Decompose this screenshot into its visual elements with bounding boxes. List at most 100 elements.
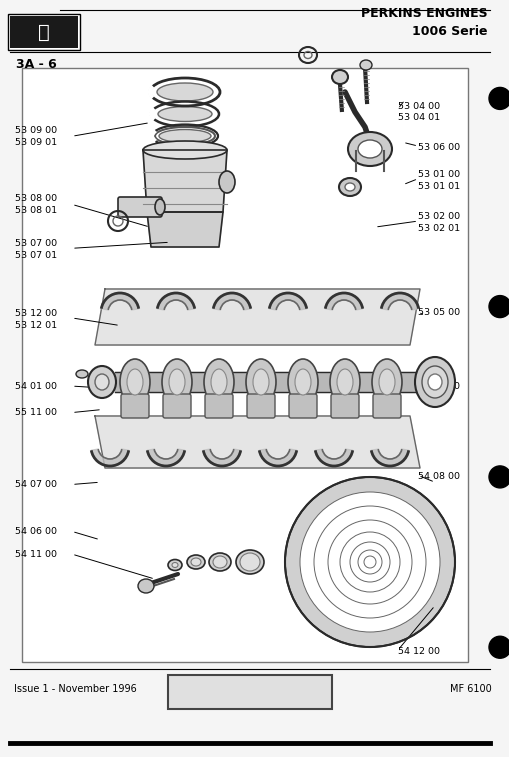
Ellipse shape xyxy=(159,129,211,142)
Polygon shape xyxy=(157,293,194,310)
Ellipse shape xyxy=(361,554,377,570)
Text: 53 06 00: 53 06 00 xyxy=(417,143,460,152)
Polygon shape xyxy=(315,449,352,466)
Text: 53 02 00
53 02 01: 53 02 00 53 02 01 xyxy=(417,212,460,233)
Circle shape xyxy=(488,295,509,318)
Ellipse shape xyxy=(336,369,352,395)
Ellipse shape xyxy=(349,542,389,582)
FancyBboxPatch shape xyxy=(330,394,358,418)
Text: 3A - 6: 3A - 6 xyxy=(16,58,56,71)
FancyBboxPatch shape xyxy=(372,394,400,418)
Ellipse shape xyxy=(363,556,375,568)
Text: 54 12 00: 54 12 00 xyxy=(397,646,439,656)
Ellipse shape xyxy=(240,553,260,571)
Ellipse shape xyxy=(285,477,454,647)
Text: PERKINS ENGINES: PERKINS ENGINES xyxy=(361,7,487,20)
Ellipse shape xyxy=(338,178,360,196)
Ellipse shape xyxy=(158,107,212,122)
Ellipse shape xyxy=(191,558,201,566)
FancyBboxPatch shape xyxy=(163,394,191,418)
Ellipse shape xyxy=(138,579,154,593)
Text: 53 08 00
53 08 01: 53 08 00 53 08 01 xyxy=(15,194,58,215)
Text: 54 06 00: 54 06 00 xyxy=(15,527,57,536)
FancyBboxPatch shape xyxy=(289,394,317,418)
Text: 1006 Serie: 1006 Serie xyxy=(412,25,487,38)
Polygon shape xyxy=(91,449,128,466)
Ellipse shape xyxy=(299,492,439,632)
Ellipse shape xyxy=(353,546,385,578)
Ellipse shape xyxy=(157,83,213,101)
Polygon shape xyxy=(259,449,296,466)
Ellipse shape xyxy=(76,370,88,378)
Text: 54 09 00: 54 09 00 xyxy=(417,382,459,391)
Polygon shape xyxy=(115,372,419,392)
Ellipse shape xyxy=(187,555,205,569)
FancyBboxPatch shape xyxy=(167,675,331,709)
Text: CONTENTS: CONTENTS xyxy=(210,686,290,699)
Ellipse shape xyxy=(252,369,268,395)
Text: MF 6100: MF 6100 xyxy=(449,684,491,694)
Ellipse shape xyxy=(95,374,109,390)
Circle shape xyxy=(488,636,509,659)
Ellipse shape xyxy=(414,357,454,407)
Ellipse shape xyxy=(301,494,437,630)
Ellipse shape xyxy=(88,366,116,398)
Ellipse shape xyxy=(172,562,178,568)
Text: 53 07 00
53 07 01: 53 07 00 53 07 01 xyxy=(15,239,58,260)
Text: 54 08 00: 54 08 00 xyxy=(417,472,459,481)
Ellipse shape xyxy=(245,359,275,405)
Ellipse shape xyxy=(167,559,182,571)
Polygon shape xyxy=(381,293,418,310)
Polygon shape xyxy=(203,449,240,466)
Polygon shape xyxy=(95,416,419,468)
Ellipse shape xyxy=(340,532,399,592)
Ellipse shape xyxy=(127,369,143,395)
Ellipse shape xyxy=(357,140,381,158)
Ellipse shape xyxy=(347,132,391,166)
Ellipse shape xyxy=(357,550,381,574)
Ellipse shape xyxy=(314,506,425,618)
Text: 🔧: 🔧 xyxy=(38,23,50,42)
Ellipse shape xyxy=(162,359,191,405)
Ellipse shape xyxy=(211,369,227,395)
Text: 53 05 00: 53 05 00 xyxy=(417,308,460,317)
Ellipse shape xyxy=(331,524,407,600)
Text: 53 12 00
53 12 01: 53 12 00 53 12 01 xyxy=(15,309,58,330)
FancyBboxPatch shape xyxy=(246,394,274,418)
Ellipse shape xyxy=(294,369,310,395)
FancyBboxPatch shape xyxy=(205,394,233,418)
Text: 53 01 00
53 01 01: 53 01 00 53 01 01 xyxy=(417,170,460,191)
Polygon shape xyxy=(147,449,184,466)
Text: 53 09 00
53 09 01: 53 09 00 53 09 01 xyxy=(15,126,58,147)
Text: 53 04 00
53 04 01: 53 04 00 53 04 01 xyxy=(397,101,439,123)
Circle shape xyxy=(488,466,509,488)
Ellipse shape xyxy=(371,359,401,405)
Polygon shape xyxy=(213,293,250,310)
Text: 54 07 00: 54 07 00 xyxy=(15,480,57,489)
Polygon shape xyxy=(143,150,227,212)
Ellipse shape xyxy=(168,369,185,395)
Polygon shape xyxy=(371,449,408,466)
Ellipse shape xyxy=(359,60,371,70)
Bar xyxy=(10,16,78,48)
Ellipse shape xyxy=(344,183,354,191)
Ellipse shape xyxy=(204,359,234,405)
Bar xyxy=(22,68,467,662)
Bar xyxy=(8,14,80,50)
Polygon shape xyxy=(325,293,362,310)
Text: 55 11 00: 55 11 00 xyxy=(15,408,57,417)
FancyBboxPatch shape xyxy=(121,394,149,418)
Ellipse shape xyxy=(344,536,395,588)
Ellipse shape xyxy=(288,359,318,405)
Ellipse shape xyxy=(218,171,235,193)
Polygon shape xyxy=(147,212,222,247)
Text: 54 01 00: 54 01 00 xyxy=(15,382,57,391)
Ellipse shape xyxy=(427,374,441,390)
Text: 54 11 00: 54 11 00 xyxy=(15,550,57,559)
Ellipse shape xyxy=(331,70,347,84)
Circle shape xyxy=(488,87,509,110)
Ellipse shape xyxy=(213,556,227,568)
Text: Issue 1 - November 1996: Issue 1 - November 1996 xyxy=(14,684,136,694)
Ellipse shape xyxy=(155,199,165,215)
Ellipse shape xyxy=(236,550,264,574)
